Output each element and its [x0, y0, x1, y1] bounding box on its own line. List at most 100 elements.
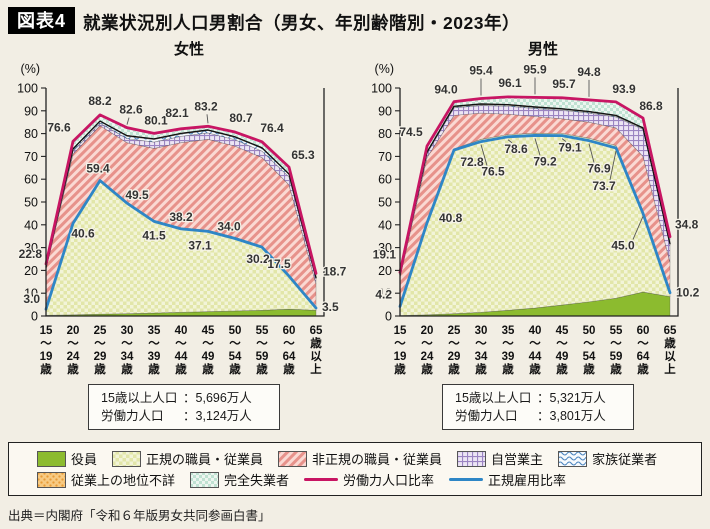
laborforce-row: 労働力人口 ：3,801万人	[455, 409, 606, 423]
正規雇用比率-label: 73.7	[592, 179, 616, 193]
svg-text:歳: 歳	[283, 362, 295, 376]
svg-text:10: 10	[24, 287, 38, 301]
svg-text:39: 39	[502, 351, 515, 363]
legend-swatch	[112, 450, 142, 467]
svg-text:〜: 〜	[637, 338, 649, 350]
svg-text:30: 30	[475, 325, 488, 337]
svg-text:55: 55	[610, 325, 623, 337]
svg-text:60: 60	[637, 325, 650, 337]
労働力人口比率-label: 65.3	[291, 148, 315, 162]
legend-item: 非正規の職員・従業員	[278, 449, 442, 468]
svg-text:24: 24	[67, 351, 80, 363]
svg-text:〜: 〜	[556, 338, 568, 350]
svg-text:40: 40	[24, 218, 38, 232]
male-population-box: 15歳以上人口 ：5,321万人 労働力人口 ：3,801万人	[442, 384, 634, 430]
svg-text:20: 20	[24, 264, 38, 278]
svg-text:歳: 歳	[529, 362, 541, 376]
legend-swatch	[278, 450, 308, 467]
legend-label: 労働力人口比率	[343, 473, 435, 488]
svg-text:100: 100	[17, 82, 38, 96]
legend-row: 役員 正規の職員・従業員 非正規の職員・従業員 自営業主 家族従業者	[37, 448, 701, 469]
svg-text:(%): (%)	[375, 62, 394, 76]
正規雇用比率-label: 79.1	[558, 141, 582, 155]
legend-label: 従業上の地位不詳	[71, 473, 176, 488]
svg-text:歳: 歳	[448, 362, 460, 376]
svg-text:44: 44	[175, 351, 188, 363]
svg-text:45: 45	[556, 325, 569, 337]
svg-text:15: 15	[394, 325, 407, 337]
laborforce-row: 労働力人口 ：3,124万人	[101, 409, 252, 423]
legend-item: 正規雇用比率	[449, 470, 566, 489]
svg-text:〜: 〜	[229, 338, 241, 350]
svg-text:45: 45	[202, 325, 215, 337]
svg-text:〜: 〜	[94, 338, 106, 350]
svg-text:歳: 歳	[256, 362, 268, 376]
svg-text:歳: 歳	[583, 362, 595, 376]
労働力人口比率-label: 95.4	[469, 63, 493, 77]
正規雇用比率-label: 41.5	[142, 228, 166, 242]
svg-text:60: 60	[24, 173, 38, 187]
svg-text:29: 29	[94, 351, 107, 363]
svg-text:歳: 歳	[664, 336, 676, 350]
svg-text:39: 39	[148, 351, 161, 363]
svg-text:90: 90	[378, 104, 392, 118]
svg-text:29: 29	[448, 351, 461, 363]
svg-text:上: 上	[310, 362, 322, 376]
svg-text:上: 上	[664, 362, 676, 376]
労働力人口比率-label: 94.0	[434, 83, 458, 97]
正規雇用比率-label: 38.2	[169, 210, 193, 224]
正規雇用比率-label: 59.4	[86, 162, 110, 176]
svg-text:65: 65	[664, 325, 677, 337]
svg-text:〜: 〜	[283, 338, 295, 350]
svg-text:40: 40	[378, 218, 392, 232]
svg-text:歳: 歳	[202, 362, 214, 376]
労働力人口比率-label: 94.8	[577, 65, 601, 79]
population-row: 15歳以上人口 ：5,321万人	[455, 391, 606, 405]
svg-text:〜: 〜	[421, 338, 433, 350]
figure-badge: 図表4	[8, 7, 76, 34]
laborforce-value: 3,124万人	[195, 409, 252, 423]
svg-text:歳: 歳	[310, 336, 322, 350]
svg-text:歳: 歳	[175, 362, 187, 376]
legend-swatch	[190, 471, 220, 488]
労働力人口比率-label: 76.6	[47, 120, 71, 134]
legend-swatch	[457, 450, 487, 467]
svg-text:歳: 歳	[94, 362, 106, 376]
svg-text:25: 25	[448, 325, 461, 337]
laborforce-value: 3,801万人	[549, 409, 606, 423]
svg-text:歳: 歳	[67, 362, 79, 376]
svg-text:〜: 〜	[475, 338, 487, 350]
正規雇用比率-label: 37.1	[188, 238, 212, 252]
svg-text:以: 以	[310, 350, 322, 363]
svg-text:〜: 〜	[121, 338, 133, 350]
svg-text:64: 64	[637, 351, 650, 363]
legend-item: 労働力人口比率	[304, 470, 434, 489]
svg-text:40: 40	[175, 325, 188, 337]
legend-item: 完全失業者	[190, 470, 289, 489]
労働力人口比率-label: 95.9	[523, 62, 547, 76]
svg-text:〜: 〜	[448, 338, 460, 350]
正規雇用比率-label: 30.2	[246, 252, 270, 266]
svg-text:〜: 〜	[67, 338, 79, 350]
svg-text:24: 24	[421, 351, 434, 363]
legend-label: 家族従業者	[592, 452, 658, 467]
svg-text:〜: 〜	[40, 338, 52, 350]
legend-line-swatch	[304, 477, 339, 482]
正規雇用比率-label: 79.2	[533, 154, 557, 168]
svg-text:54: 54	[229, 351, 242, 363]
svg-text:54: 54	[583, 351, 596, 363]
svg-text:50: 50	[583, 325, 596, 337]
legend-item: 正規の職員・従業員	[112, 449, 263, 468]
female-employment-chart: 0102030405060708090100(%)15〜19歳20〜24歳25〜…	[17, 62, 348, 376]
legend-item: 自営業主	[457, 449, 543, 468]
legend-item: 従業上の地位不詳	[37, 470, 175, 489]
労働力人口比率-label: 80.7	[229, 111, 253, 125]
svg-text:64: 64	[283, 351, 296, 363]
労働力人口比率-label: 18.7	[323, 264, 347, 278]
svg-text:歳: 歳	[610, 362, 622, 376]
figure-header: 図表4 就業状況別人口男割合（男女、年別齢階別・2023年）	[8, 7, 520, 35]
svg-text:〜: 〜	[610, 338, 622, 350]
legend-swatch	[558, 450, 588, 467]
svg-text:100: 100	[371, 82, 392, 96]
